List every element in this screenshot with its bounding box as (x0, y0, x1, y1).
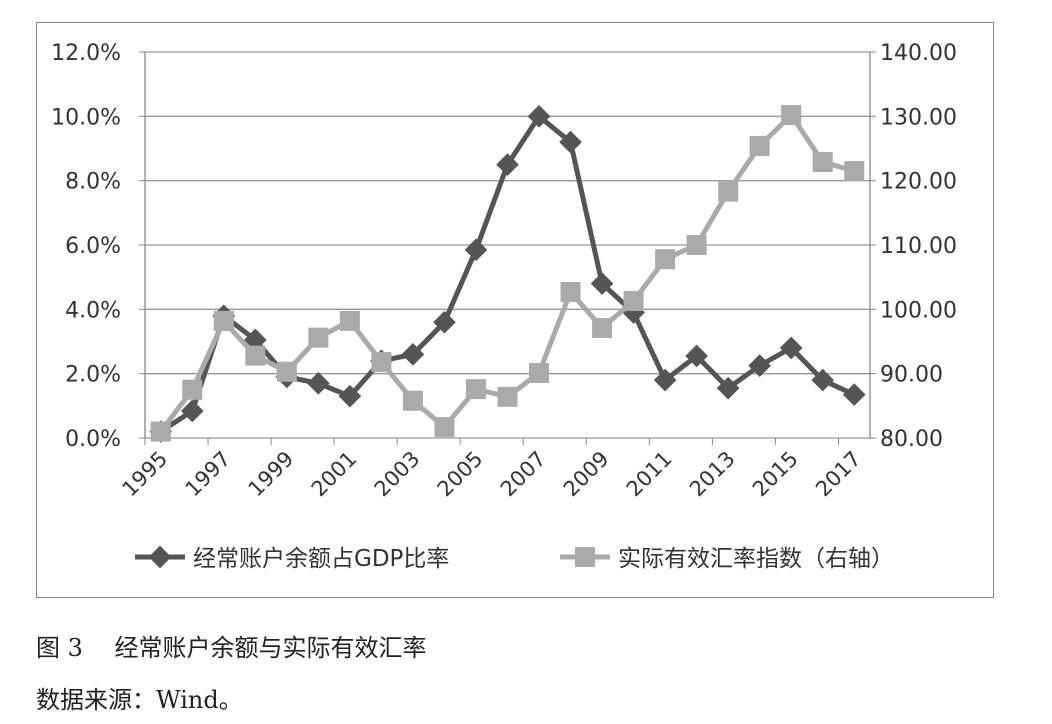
data-point-diamond (401, 343, 425, 366)
data-point-square (465, 379, 486, 400)
y-left-tick-label: 2.0% (65, 363, 121, 388)
y-left-tick-label: 10.0% (51, 105, 121, 130)
y-right-tick-label: 120.00 (880, 170, 957, 195)
legend-label: 实际有效汇率指数（右轴） (618, 546, 894, 572)
y-right-tick-label: 80.00 (880, 427, 943, 452)
data-point-square (497, 386, 518, 407)
data-point-diamond (433, 310, 456, 334)
legend-diamond-icon (148, 545, 172, 569)
y-right-tick-label: 100.00 (880, 298, 957, 323)
y-right-tick-label: 140.00 (880, 41, 957, 66)
y-left-tick-label: 4.0% (65, 298, 121, 323)
data-point-square (812, 152, 833, 173)
legend-label: 经常账户余额占GDP比率 (193, 546, 449, 572)
data-point-square (844, 161, 865, 182)
data-point-square (749, 135, 770, 156)
data-point-square (182, 379, 203, 400)
data-point-diamond (527, 105, 551, 128)
x-tick-label: 2001 (307, 447, 362, 502)
data-point-square (434, 417, 455, 438)
y-left-tick-label: 0.0% (65, 427, 121, 452)
x-tick-label: 2009 (559, 447, 614, 502)
source-note: 数据来源：Wind。 (36, 686, 243, 714)
data-point-diamond (748, 354, 771, 377)
data-point-square (623, 290, 644, 311)
data-point-square (308, 327, 329, 348)
legend-square-icon (575, 547, 595, 567)
data-point-diamond (842, 383, 866, 406)
x-tick-label: 1997 (181, 447, 236, 502)
x-tick-label: 2011 (622, 447, 677, 502)
y-right-tick-label: 130.00 (880, 105, 957, 130)
data-point-square (213, 310, 234, 331)
figure-caption: 图 3 经常账户余额与实际有效汇率 (36, 634, 427, 662)
data-point-square (245, 345, 266, 366)
data-point-diamond (338, 384, 362, 408)
x-tick-label: 2017 (811, 447, 866, 502)
data-point-diamond (779, 336, 803, 360)
y-left-tick-label: 8.0% (65, 170, 121, 195)
x-tick-label: 2015 (748, 447, 803, 502)
chart-frame (36, 22, 994, 598)
data-point-diamond (464, 238, 488, 262)
data-point-diamond (811, 368, 835, 392)
x-tick-label: 1999 (244, 447, 299, 502)
data-point-square (686, 235, 707, 255)
data-point-diamond (685, 344, 708, 368)
data-point-square (529, 363, 550, 384)
x-tick-label: 2013 (685, 447, 740, 502)
data-point-square (276, 361, 297, 382)
data-point-square (718, 181, 739, 202)
data-point-square (655, 249, 676, 270)
y-left-tick-label: 12.0% (51, 41, 121, 66)
data-point-square (781, 105, 802, 126)
data-point-diamond (653, 368, 677, 392)
y-right-tick-label: 110.00 (880, 234, 957, 259)
data-point-square (592, 317, 613, 338)
x-tick-label: 1995 (118, 447, 173, 502)
x-tick-label: 2003 (370, 447, 425, 502)
y-right-tick-label: 90.00 (880, 363, 943, 388)
y-left-tick-label: 6.0% (65, 234, 121, 259)
x-tick-label: 2007 (496, 447, 551, 502)
data-point-square (560, 281, 581, 302)
data-point-square (150, 421, 171, 442)
data-point-square (339, 310, 360, 331)
data-point-square (402, 390, 423, 411)
data-point-diamond (590, 272, 614, 295)
data-point-diamond (307, 372, 330, 395)
x-tick-label: 2005 (433, 447, 488, 502)
data-point-square (371, 352, 392, 373)
line-chart: 0.0% 80.00 2.0% 90.00 4.0% 100.00 6.0% 110.00 8.… (51, 41, 957, 572)
data-point-diamond (716, 376, 740, 400)
